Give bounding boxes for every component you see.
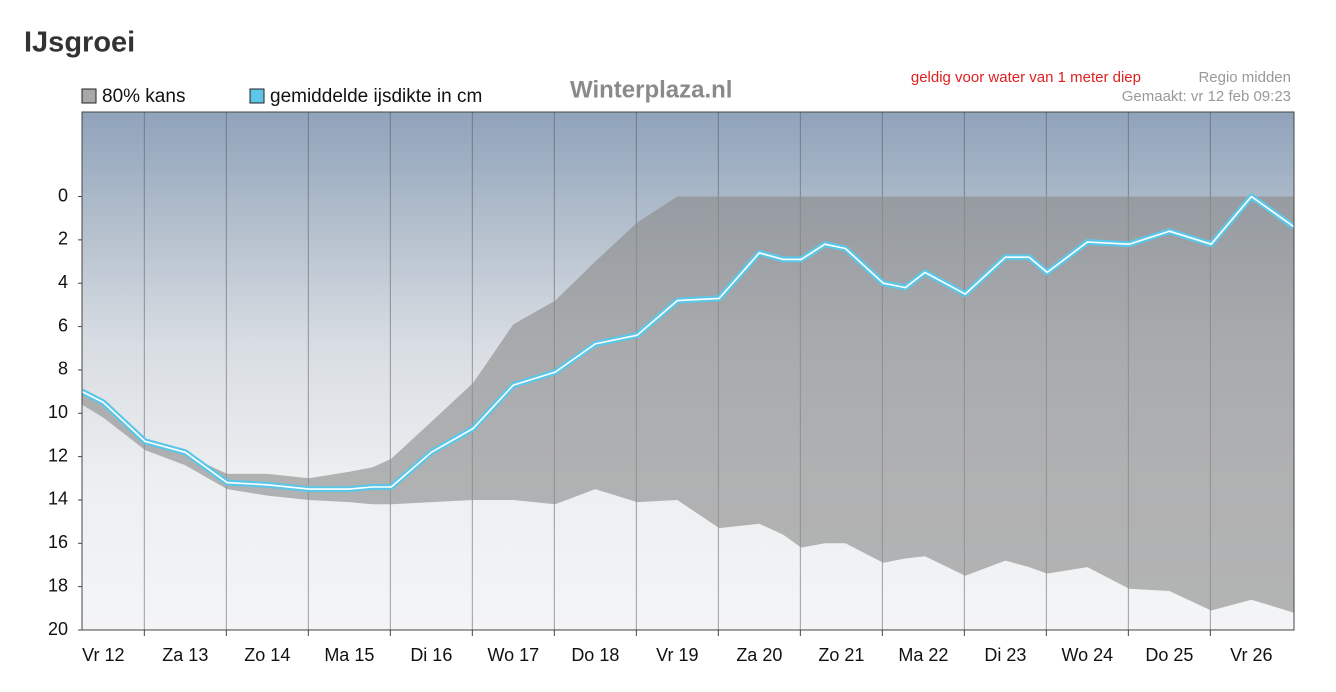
y-tick-label: 6 bbox=[58, 315, 68, 335]
page-title: IJsgroei bbox=[24, 27, 135, 59]
x-tick-label: Do 25 bbox=[1145, 645, 1193, 665]
y-tick-label: 20 bbox=[48, 619, 68, 639]
mean-line-highlight bbox=[82, 195, 1294, 490]
x-tick-label: Ma 22 bbox=[898, 645, 948, 665]
plot bbox=[82, 112, 1294, 630]
x-tick-label: Zo 21 bbox=[818, 645, 864, 665]
legend-swatch bbox=[249, 88, 265, 104]
x-tick-label: Za 13 bbox=[162, 645, 208, 665]
x-tick-label: Zo 14 bbox=[244, 645, 290, 665]
x-tick-label: Wo 17 bbox=[487, 645, 539, 665]
y-tick-label: 10 bbox=[48, 402, 68, 422]
legend-label: 80% kans bbox=[102, 86, 185, 107]
x-tick-label: Ma 15 bbox=[324, 645, 374, 665]
x-tick-label: Di 23 bbox=[984, 645, 1026, 665]
watermark: Winterplaza.nl bbox=[570, 76, 732, 103]
x-tick-label: Di 16 bbox=[410, 645, 452, 665]
x-tick-label: Vr 26 bbox=[1230, 645, 1272, 665]
y-tick-label: 4 bbox=[58, 272, 68, 292]
y-tick-label: 8 bbox=[58, 359, 68, 379]
legend-label: gemiddelde ijsdikte in cm bbox=[270, 86, 482, 107]
y-tick-label: 16 bbox=[48, 532, 68, 552]
annotation: geldig voor water van 1 meter diep bbox=[911, 69, 1141, 86]
y-tick-label: 2 bbox=[58, 229, 68, 249]
y-tick-label: 18 bbox=[48, 575, 68, 595]
x-tick-label: Vr 12 bbox=[82, 645, 124, 665]
y-tick-label: 12 bbox=[48, 445, 68, 465]
legend-swatch bbox=[81, 88, 97, 104]
x-tick-label: Za 20 bbox=[736, 645, 782, 665]
probability-band bbox=[82, 196, 1294, 613]
x-tick-label: Do 18 bbox=[571, 645, 619, 665]
made-time: Gemaakt: vr 12 feb 09:23 bbox=[1122, 88, 1291, 105]
region: Regio midden bbox=[1198, 69, 1291, 86]
y-tick-label: 14 bbox=[48, 489, 68, 509]
y-tick-label: 0 bbox=[58, 185, 68, 205]
x-tick-label: Vr 19 bbox=[656, 645, 698, 665]
x-tick-label: Wo 24 bbox=[1062, 645, 1114, 665]
plot-border bbox=[81, 111, 1295, 631]
